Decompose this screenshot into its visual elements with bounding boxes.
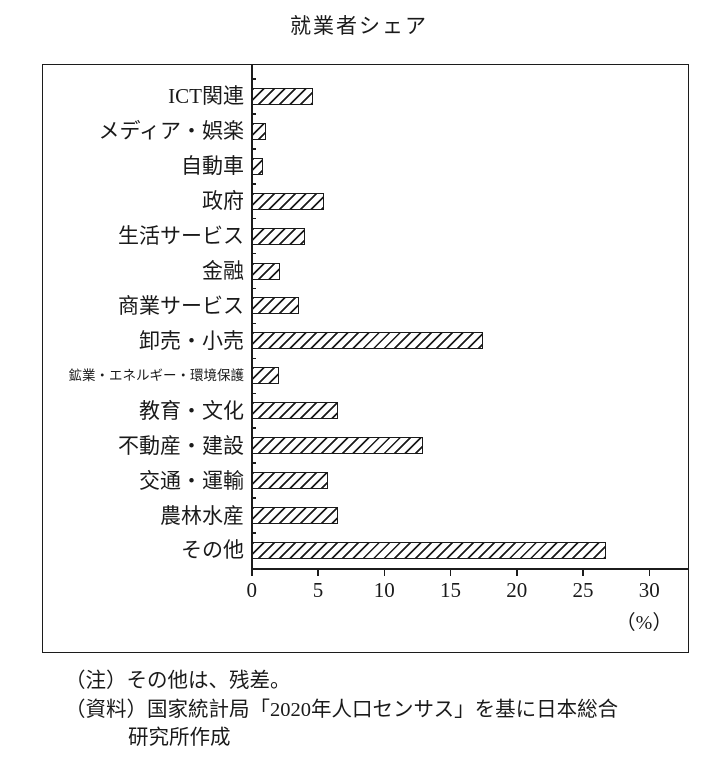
x-axis-tick-label: 15 bbox=[440, 578, 461, 602]
chart-row: 不動産・建設 bbox=[43, 427, 688, 463]
category-boundary-tick bbox=[251, 148, 256, 150]
category-boundary-tick bbox=[251, 252, 256, 255]
bar bbox=[251, 297, 299, 315]
chart-row: 政府 bbox=[43, 183, 688, 219]
x-axis-tick-mark bbox=[648, 568, 650, 576]
bar bbox=[251, 402, 339, 420]
x-axis-tick-mark bbox=[449, 568, 452, 576]
category-label: その他 bbox=[181, 538, 244, 563]
chart-frame: ICT関連メディア・娯楽自動車政府生活サービス金融商業サービス卸売・小売鉱業・エ… bbox=[42, 64, 689, 653]
category-boundary-tick bbox=[251, 357, 256, 360]
chart-row: 金融 bbox=[43, 252, 688, 289]
category-boundary-tick bbox=[251, 113, 256, 115]
x-axis-tick-label: 20 bbox=[506, 578, 528, 602]
x-axis-tick-label: 10 bbox=[373, 578, 395, 602]
chart-row: 交通・運輸 bbox=[43, 462, 688, 498]
category-label: 教育・文化 bbox=[139, 398, 244, 423]
category-label: ICT関連 bbox=[168, 84, 244, 109]
category-boundary-tick bbox=[251, 462, 256, 464]
bar bbox=[251, 122, 266, 140]
bar bbox=[251, 507, 339, 525]
x-axis-unit-label: （%） bbox=[615, 612, 673, 634]
category-label: 不動産・建設 bbox=[118, 433, 244, 458]
source-line-continued: 研究所作成 bbox=[128, 727, 231, 749]
footnotes: （注）その他は、残差。 （資料）国家統計局「2020年人口センサス」を基に日本総… bbox=[65, 667, 618, 753]
x-axis-tick-mark bbox=[383, 568, 385, 576]
category-label: 金融 bbox=[202, 259, 244, 284]
x-axis-tick-mark bbox=[582, 568, 584, 576]
category-boundary-tick bbox=[251, 287, 256, 290]
chart-row: メディア・娯楽 bbox=[43, 113, 688, 149]
category-label: 政府 bbox=[202, 189, 244, 214]
category-boundary-tick bbox=[251, 392, 256, 395]
chart-row: ICT関連 bbox=[43, 78, 688, 114]
bar bbox=[251, 227, 306, 245]
bar bbox=[251, 262, 281, 280]
category-boundary-tick bbox=[251, 183, 256, 185]
note-line: （注）その他は、残差。 bbox=[65, 670, 291, 692]
bar bbox=[251, 332, 483, 350]
chart-row: 商業サービス bbox=[43, 287, 688, 324]
bar bbox=[251, 367, 279, 385]
chart-row: 自動車 bbox=[43, 148, 688, 184]
y-axis-line bbox=[251, 65, 253, 570]
bar bbox=[251, 472, 328, 490]
x-axis-tick-mark bbox=[516, 568, 518, 576]
x-axis-tick-label: 0 bbox=[246, 578, 258, 602]
category-label: 商業サービス bbox=[118, 293, 244, 318]
category-label: 自動車 bbox=[181, 154, 244, 179]
category-label: 卸売・小売 bbox=[139, 328, 244, 353]
category-boundary-tick bbox=[251, 427, 256, 429]
x-axis-tick-label: 25 bbox=[572, 578, 594, 602]
chart-row: 教育・文化 bbox=[43, 392, 688, 428]
category-boundary-tick bbox=[251, 497, 256, 499]
bar bbox=[251, 192, 324, 210]
x-axis-line bbox=[251, 568, 688, 570]
x-axis-tick-label: 30 bbox=[638, 578, 660, 602]
chart-title: 就業者シェア bbox=[290, 14, 428, 38]
x-axis-tick-label: 5 bbox=[312, 578, 324, 602]
chart-row: 卸売・小売 bbox=[43, 322, 688, 358]
chart-row: 生活サービス bbox=[43, 217, 688, 254]
category-boundary-tick bbox=[251, 217, 256, 220]
category-boundary-tick bbox=[251, 532, 256, 534]
category-boundary-tick bbox=[251, 322, 256, 325]
bar bbox=[251, 437, 424, 455]
source-line: （資料）国家統計局「2020年人口センサス」を基に日本総合 bbox=[65, 698, 619, 721]
category-label: 鉱業・エネルギー・環境保護 bbox=[68, 367, 245, 383]
x-axis-tick-mark bbox=[251, 568, 253, 576]
chart-row: その他 bbox=[43, 532, 688, 568]
category-label: 交通・運輸 bbox=[139, 468, 244, 493]
plot-area: ICT関連メディア・娯楽自動車政府生活サービス金融商業サービス卸売・小売鉱業・エ… bbox=[43, 78, 688, 568]
category-boundary-tick bbox=[251, 78, 256, 80]
bar bbox=[251, 157, 263, 175]
bar bbox=[251, 541, 607, 559]
category-label: 生活サービス bbox=[118, 224, 244, 249]
bar bbox=[251, 87, 314, 105]
category-label: 農林水産 bbox=[160, 503, 244, 528]
x-axis-tick-mark bbox=[317, 568, 319, 576]
chart-row: 農林水産 bbox=[43, 497, 688, 533]
category-label: メディア・娯楽 bbox=[98, 119, 244, 144]
chart-row: 鉱業・エネルギー・環境保護 bbox=[43, 357, 688, 393]
